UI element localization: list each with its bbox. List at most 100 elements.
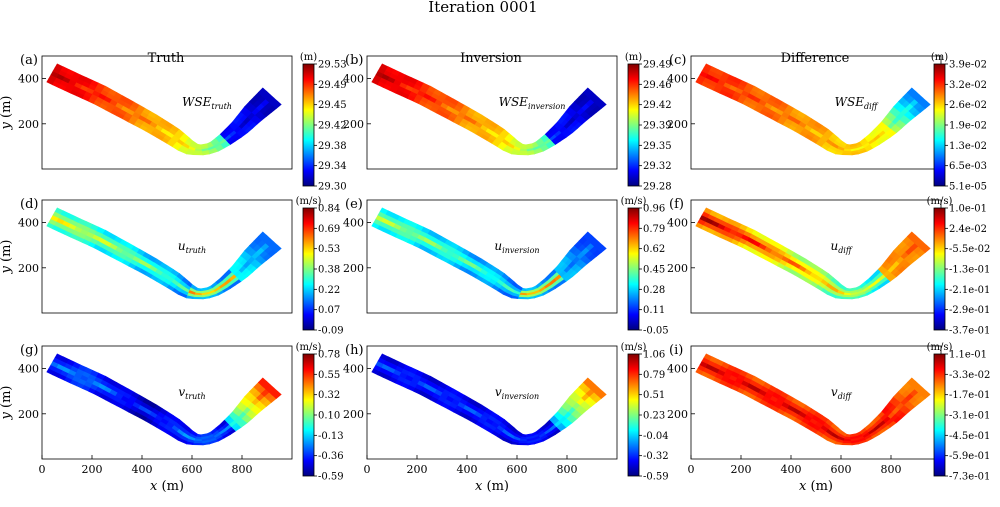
colorbar-tick-label: 0.79 bbox=[643, 370, 665, 381]
colorbar-tick-label: -3.1e-01 bbox=[949, 411, 990, 422]
colorbar bbox=[627, 353, 640, 477]
field-cell bbox=[582, 87, 592, 97]
colorbar-tick-label: -0.59 bbox=[318, 472, 344, 483]
x-axis-label: x (m) bbox=[799, 479, 833, 494]
variable-label: udiff bbox=[830, 239, 852, 255]
colorbar-tick-label: 29.34 bbox=[318, 161, 347, 172]
panel-label: (c) bbox=[669, 53, 686, 68]
y-tick-label: 200 bbox=[18, 262, 39, 275]
field-cell bbox=[582, 231, 592, 241]
y-tick-label: 200 bbox=[667, 262, 688, 275]
colorbar-tick-label: 2.4e-02 bbox=[949, 224, 987, 235]
y-tick-label: 400 bbox=[18, 363, 39, 376]
x-tick-label: 0 bbox=[364, 463, 371, 476]
panel-label: (f) bbox=[669, 197, 684, 212]
colorbar-tick-label: 1.9e-02 bbox=[949, 121, 987, 132]
colorbar-tick-label: 3.2e-02 bbox=[949, 80, 987, 91]
colorbar bbox=[302, 207, 315, 331]
colorbar-unit: (m/s) bbox=[621, 342, 647, 353]
panel-d: 200 400 (d) utruth y (m) (m/s)0.84 0.69 0.53 0.3… bbox=[0, 196, 344, 337]
colorbar-tick-label: 29.49 bbox=[318, 80, 347, 91]
x-tick-label: 0 bbox=[688, 463, 695, 476]
colorbar-tick-label: 6.5e-03 bbox=[949, 161, 987, 172]
figure-title: Iteration 0001 bbox=[428, 0, 537, 16]
axes-frame bbox=[41, 55, 293, 170]
x-tick-label: 800 bbox=[881, 463, 902, 476]
river-field bbox=[46, 207, 282, 300]
panel-label: (e) bbox=[345, 197, 363, 212]
colorbar-tick-label: 0.07 bbox=[318, 305, 340, 316]
colorbar-tick-label: 29.35 bbox=[643, 141, 672, 152]
variable-label: WSEinversion bbox=[499, 95, 566, 111]
colorbar-tick-label: -2.1e-01 bbox=[949, 285, 990, 296]
y-tick-label: 200 bbox=[667, 408, 688, 421]
colorbar bbox=[302, 353, 315, 477]
x-tick-label: 600 bbox=[831, 463, 852, 476]
colorbar-tick-label: 5.1e-05 bbox=[949, 182, 987, 193]
colorbar-tick-label: -0.59 bbox=[643, 472, 669, 483]
river-field bbox=[371, 63, 607, 156]
colorbar-tick-label: -1.3e-01 bbox=[949, 265, 990, 276]
y-tick-label: 200 bbox=[18, 408, 39, 421]
colorbar-tick-label: 0.53 bbox=[318, 244, 340, 255]
colorbar bbox=[302, 63, 315, 187]
colorbar-tick-label: -0.05 bbox=[643, 326, 669, 337]
column-title-inversion: Inversion bbox=[460, 51, 522, 66]
panel-f: 200 400 (f) udiff (m/s)1.0e-01 2.4e-02 -5.5e-0… bbox=[667, 196, 990, 337]
y-tick-label: 400 bbox=[667, 73, 688, 86]
colorbar bbox=[627, 63, 640, 187]
colorbar bbox=[933, 63, 946, 187]
panel-g: 200 400 0 200 400 600 800 (g) vtruth y (m) x (m) (m… bbox=[0, 342, 344, 494]
variable-label: vinversion bbox=[495, 385, 539, 401]
colorbar-unit: (m/s) bbox=[296, 342, 322, 353]
river-field bbox=[695, 63, 931, 156]
field-cell bbox=[257, 231, 267, 241]
colorbar-tick-label: -2.9e-01 bbox=[949, 305, 990, 316]
x-tick-label: 200 bbox=[407, 463, 428, 476]
x-tick-label: 600 bbox=[507, 463, 528, 476]
x-tick-label: 400 bbox=[132, 463, 153, 476]
colorbar-unit: (m) bbox=[300, 52, 317, 63]
x-axis-label: x (m) bbox=[475, 479, 509, 494]
colorbar-tick-label: 0.55 bbox=[318, 370, 340, 381]
variable-label: uinversion bbox=[494, 239, 539, 255]
column-title-difference: Difference bbox=[781, 51, 850, 66]
colorbar-tick-label: 0.23 bbox=[643, 411, 665, 422]
colorbar-tick-label: 1.3e-02 bbox=[949, 141, 987, 152]
colorbar-tick-label: 29.53 bbox=[318, 60, 347, 71]
y-axis-label: y (m) bbox=[0, 240, 14, 275]
river-field bbox=[695, 353, 931, 446]
river-field bbox=[695, 207, 931, 300]
x-tick-label: 600 bbox=[182, 463, 203, 476]
panel-label: (a) bbox=[20, 53, 38, 68]
panel-label: (g) bbox=[20, 343, 38, 358]
colorbar-tick-label: 0.10 bbox=[318, 411, 340, 422]
river-field bbox=[371, 353, 607, 446]
colorbar-unit: (m/s) bbox=[927, 196, 953, 207]
y-tick-label: 400 bbox=[343, 363, 364, 376]
x-tick-label: 200 bbox=[731, 463, 752, 476]
colorbar-tick-label: 29.42 bbox=[643, 100, 672, 111]
river-field bbox=[371, 207, 607, 300]
colorbar bbox=[627, 207, 640, 331]
y-tick-label: 400 bbox=[18, 73, 39, 86]
colorbar-unit: (m/s) bbox=[621, 196, 647, 207]
colorbar-tick-label: 0.96 bbox=[643, 204, 665, 215]
panel-label: (d) bbox=[20, 197, 38, 212]
panel-e: 200 400 (e) uinversion (m/s)0.96 0.79 0.62 0.45… bbox=[343, 196, 669, 337]
y-tick-label: 200 bbox=[667, 118, 688, 131]
river-field bbox=[46, 63, 282, 156]
colorbar-tick-label: 29.30 bbox=[318, 182, 347, 193]
x-tick-label: 200 bbox=[82, 463, 103, 476]
colorbar-unit: (m) bbox=[931, 52, 948, 63]
y-tick-label: 400 bbox=[667, 217, 688, 230]
panel-b: 200 400 (b) WSEinversion (m)29.49 29.46 29.42 2… bbox=[343, 52, 672, 193]
y-tick-label: 400 bbox=[343, 217, 364, 230]
colorbar-tick-label: 29.32 bbox=[643, 161, 672, 172]
colorbar-tick-label: 3.9e-02 bbox=[949, 60, 987, 71]
colorbar-tick-label: 0.51 bbox=[643, 390, 665, 401]
colorbar-tick-label: 0.32 bbox=[318, 390, 340, 401]
field-cell bbox=[257, 87, 267, 97]
colorbar-tick-label: -0.13 bbox=[318, 431, 344, 442]
panel-label: (i) bbox=[669, 343, 683, 358]
